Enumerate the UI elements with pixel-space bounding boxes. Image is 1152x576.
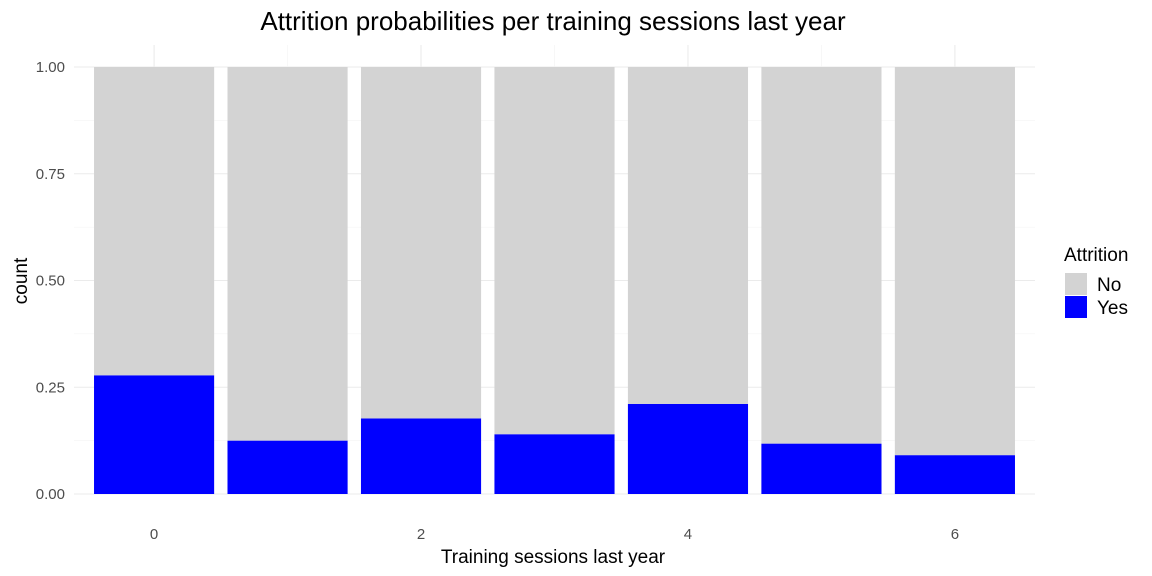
bar-no-5	[761, 67, 882, 444]
y-tick-label: 0.00	[36, 486, 65, 503]
legend-swatch-no	[1065, 273, 1087, 295]
bar-no-0	[94, 67, 215, 376]
x-tick-label: 6	[951, 526, 959, 543]
bars	[94, 67, 1015, 494]
legend-label-yes: Yes	[1097, 298, 1128, 319]
x-tick-label: 0	[150, 526, 158, 543]
bar-no-6	[894, 67, 1015, 456]
bar-no-3	[494, 67, 615, 435]
bar-yes-1	[227, 440, 348, 494]
x-tick-label: 2	[417, 526, 425, 543]
legend-title: Attrition	[1064, 245, 1128, 266]
bar-yes-2	[360, 418, 482, 494]
y-axis-title: count	[11, 257, 32, 304]
bar-no-4	[627, 67, 749, 404]
x-axis-title: Training sessions last year	[441, 547, 666, 568]
bar-no-2	[360, 67, 482, 419]
bar-yes-4	[627, 403, 749, 494]
y-tick-label: 1.00	[36, 59, 65, 76]
bar-yes-3	[494, 434, 615, 494]
y-tick-label: 0.75	[36, 166, 65, 183]
legend-label-no: No	[1097, 275, 1121, 296]
y-tick-labels: 0.00 0.25 0.50 0.75 1.00	[36, 59, 65, 503]
chart-title: Attrition probabilities per training ses…	[260, 6, 846, 36]
y-tick-label: 0.25	[36, 379, 65, 396]
legend-swatch-yes	[1065, 296, 1087, 318]
bar-yes-6	[894, 455, 1015, 494]
y-tick-label: 0.50	[36, 273, 65, 290]
bar-no-1	[227, 67, 348, 441]
bar-yes-5	[761, 443, 882, 494]
bar-yes-0	[94, 375, 215, 494]
x-tick-label: 4	[684, 526, 692, 543]
x-tick-labels: 0 2 4 6	[150, 526, 959, 543]
